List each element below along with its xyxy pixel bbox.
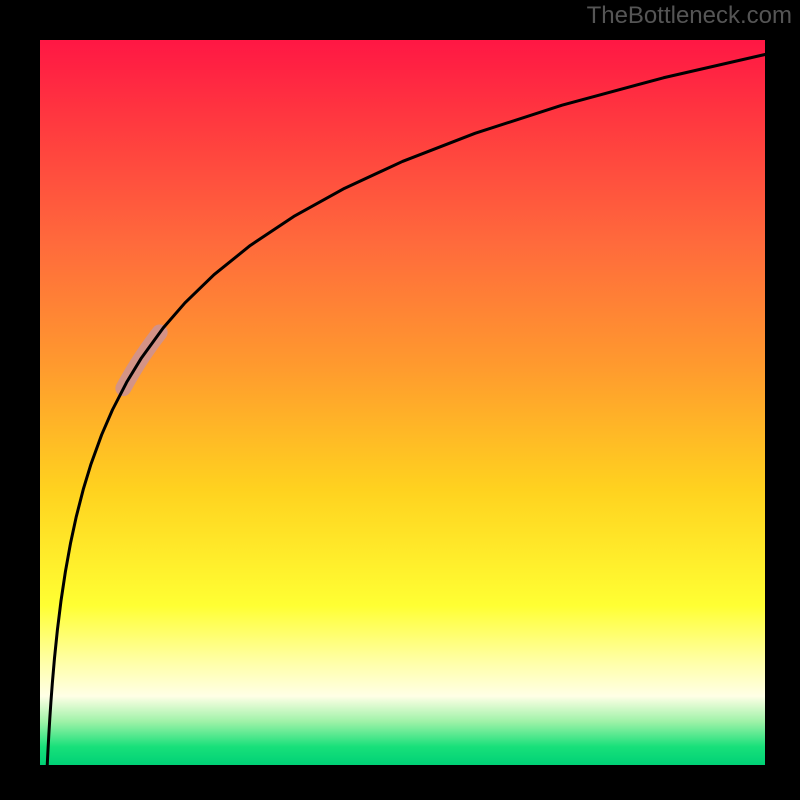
- chart-stage: TheBottleneck.com: [0, 0, 800, 800]
- chart-svg: [0, 0, 800, 800]
- watermark-text: TheBottleneck.com: [587, 2, 792, 30]
